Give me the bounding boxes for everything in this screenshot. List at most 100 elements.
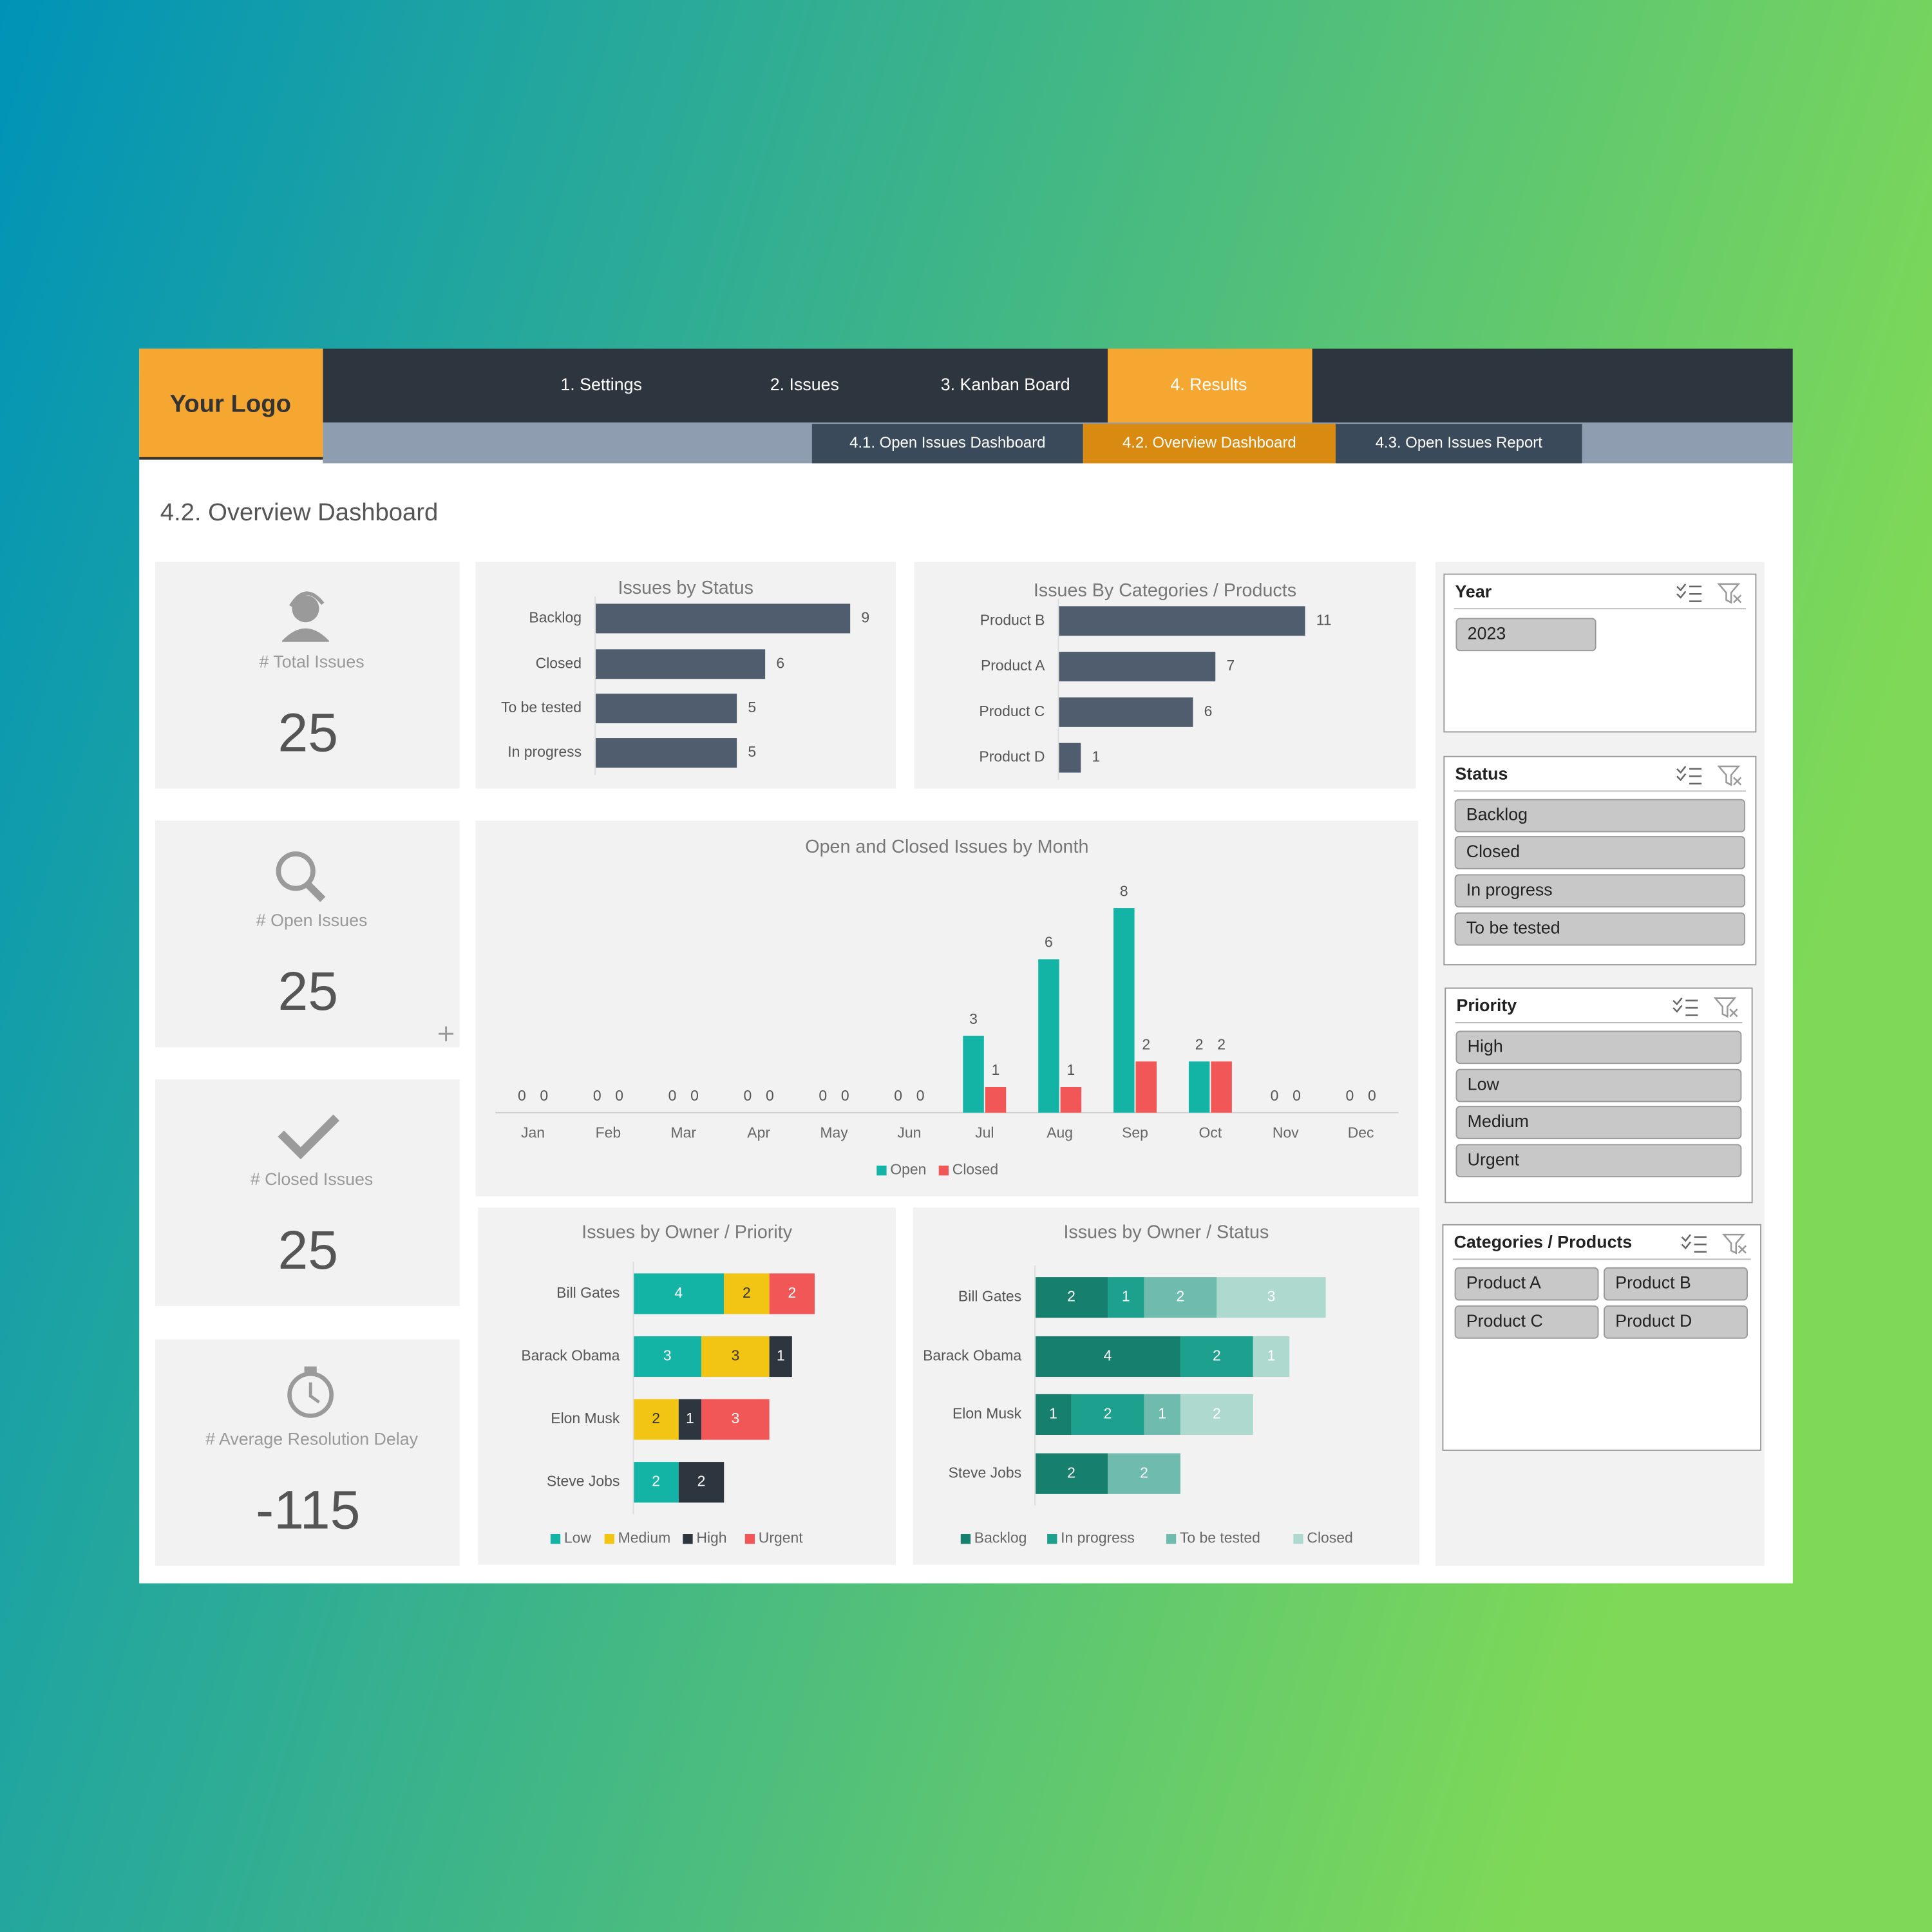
slicer-item[interactable] — [1455, 1068, 1742, 1103]
clear-filter-button[interactable] — [1713, 997, 1738, 1018]
slicer-item[interactable] — [1454, 836, 1746, 869]
slicer-item[interactable] — [1454, 799, 1746, 833]
segment-label: 2 — [1104, 1405, 1112, 1421]
legend-label: Medium — [618, 1530, 671, 1546]
legend-swatch — [1047, 1534, 1057, 1544]
slicer-item[interactable] — [1455, 618, 1596, 652]
value-label: 8 — [1120, 882, 1128, 899]
value-label: 0 — [1271, 1087, 1279, 1104]
multi-select-button[interactable] — [1672, 997, 1698, 1016]
slicer-item[interactable] — [1604, 1267, 1748, 1301]
chart-title: Issues By Categories / Products — [1034, 580, 1296, 601]
chart-panel — [913, 1208, 1420, 1565]
logo-box — [139, 348, 323, 460]
stopwatch-icon — [287, 1366, 334, 1418]
category-label: Product A — [981, 657, 1045, 674]
segment-label: 2 — [1140, 1464, 1148, 1481]
segment-label: 1 — [1158, 1405, 1166, 1421]
slicer-item[interactable] — [1454, 874, 1746, 908]
slicer-item-label[interactable]: 2023 — [1468, 623, 1506, 643]
slicer-item-label[interactable]: Closed — [1466, 842, 1520, 861]
bar — [1211, 1061, 1232, 1113]
slicer-item[interactable] — [1454, 912, 1746, 946]
segment-label: 4 — [1104, 1347, 1112, 1364]
person-icon — [282, 591, 329, 642]
legend-swatch — [604, 1534, 614, 1544]
legend-label: Backlog — [974, 1530, 1027, 1546]
slicer-item-label[interactable]: Low — [1468, 1075, 1500, 1094]
multi-select-button[interactable] — [1676, 583, 1702, 602]
bar — [963, 1036, 984, 1113]
nav-tab[interactable]: 1. Settings — [560, 375, 641, 394]
clear-filter-button[interactable] — [1717, 765, 1742, 786]
slicer-item-label[interactable]: To be tested — [1466, 918, 1560, 938]
active-tab — [1108, 348, 1312, 423]
slicer-item-label[interactable]: Medium — [1468, 1112, 1529, 1131]
multi-select-button[interactable] — [1681, 1234, 1707, 1253]
nav-tab[interactable]: 3. Kanban Board — [941, 375, 1070, 394]
x-tick-label: Sep — [1122, 1124, 1148, 1141]
multi-select-button[interactable] — [1676, 766, 1702, 785]
check-icon — [278, 1114, 340, 1160]
kpi-label: # Average Resolution Delay — [205, 1430, 418, 1449]
subnav-tab[interactable] — [1083, 424, 1336, 464]
nav-tab[interactable]: 2. Issues — [770, 375, 839, 394]
bar-segment — [633, 1336, 702, 1378]
slicer-item[interactable] — [1454, 1305, 1599, 1339]
slicer-item-label[interactable]: High — [1468, 1036, 1503, 1056]
category-label: Elon Musk — [551, 1410, 620, 1426]
kpi-value: 25 — [278, 702, 339, 762]
bar-segment — [1035, 1394, 1072, 1435]
slicer-item-label[interactable]: Backlog — [1466, 805, 1528, 824]
clear-filter-button[interactable] — [1717, 583, 1742, 604]
chart-title: Issues by Status — [618, 578, 753, 598]
subnav-tab[interactable] — [811, 424, 1083, 464]
legend-swatch — [550, 1534, 561, 1544]
kpi-card — [155, 1339, 460, 1566]
category-label: Steve Jobs — [547, 1473, 620, 1490]
value-label: 1 — [1092, 748, 1101, 765]
bar — [1038, 959, 1059, 1113]
slicer-title: Priority — [1456, 996, 1517, 1015]
slicer-item[interactable] — [1455, 1030, 1742, 1065]
kpi-value: 25 — [278, 1220, 339, 1280]
subnav-tab-label[interactable]: 4.1. Open Issues Dashboard — [849, 434, 1045, 451]
nav-tab[interactable]: 4. Results — [1170, 375, 1247, 394]
segment-label: 2 — [652, 1410, 660, 1426]
bar — [1135, 1061, 1157, 1113]
slicer-item[interactable] — [1455, 1144, 1742, 1178]
slicer-item-label[interactable]: Product B — [1615, 1273, 1691, 1293]
subnav-tab-label[interactable]: 4.3. Open Issues Report — [1376, 434, 1542, 451]
bar — [1058, 743, 1081, 773]
subnav-tab-label[interactable]: 4.2. Overview Dashboard — [1122, 434, 1296, 451]
x-tick-label: Oct — [1199, 1124, 1222, 1141]
slicer-item-label[interactable]: Product D — [1615, 1311, 1692, 1331]
slicer-item[interactable] — [1604, 1305, 1748, 1339]
slicer-item[interactable] — [1454, 1267, 1599, 1301]
segment-label: 2 — [1177, 1288, 1185, 1305]
bar-segment — [1071, 1394, 1144, 1435]
bar — [985, 1086, 1007, 1113]
legend-swatch — [960, 1534, 971, 1544]
segment-label: 1 — [777, 1347, 785, 1364]
clear-filter-button[interactable] — [1721, 1233, 1747, 1255]
bar — [1113, 908, 1135, 1113]
subnav-tab[interactable] — [1335, 424, 1582, 464]
value-label: 3 — [969, 1010, 978, 1027]
category-label: Closed — [536, 654, 582, 671]
slicer-item[interactable] — [1455, 1106, 1742, 1139]
legend-label: Closed — [1307, 1530, 1352, 1546]
legend-label: Urgent — [759, 1530, 803, 1546]
legend-swatch — [1166, 1534, 1177, 1544]
slicer-item-label[interactable]: Product A — [1466, 1273, 1541, 1293]
x-tick-label: Jun — [897, 1124, 921, 1141]
segment-label: 1 — [1122, 1288, 1130, 1305]
slicer-item-label[interactable]: Urgent — [1468, 1150, 1520, 1169]
slicer-item-label[interactable]: Product C — [1466, 1311, 1543, 1331]
slicer-item-label[interactable]: In progress — [1466, 880, 1553, 899]
bar-segment — [633, 1462, 679, 1503]
bar-segment — [1180, 1336, 1253, 1378]
value-label: 0 — [841, 1087, 849, 1104]
x-tick-label: Mar — [671, 1124, 697, 1141]
bar-segment — [1108, 1453, 1180, 1494]
